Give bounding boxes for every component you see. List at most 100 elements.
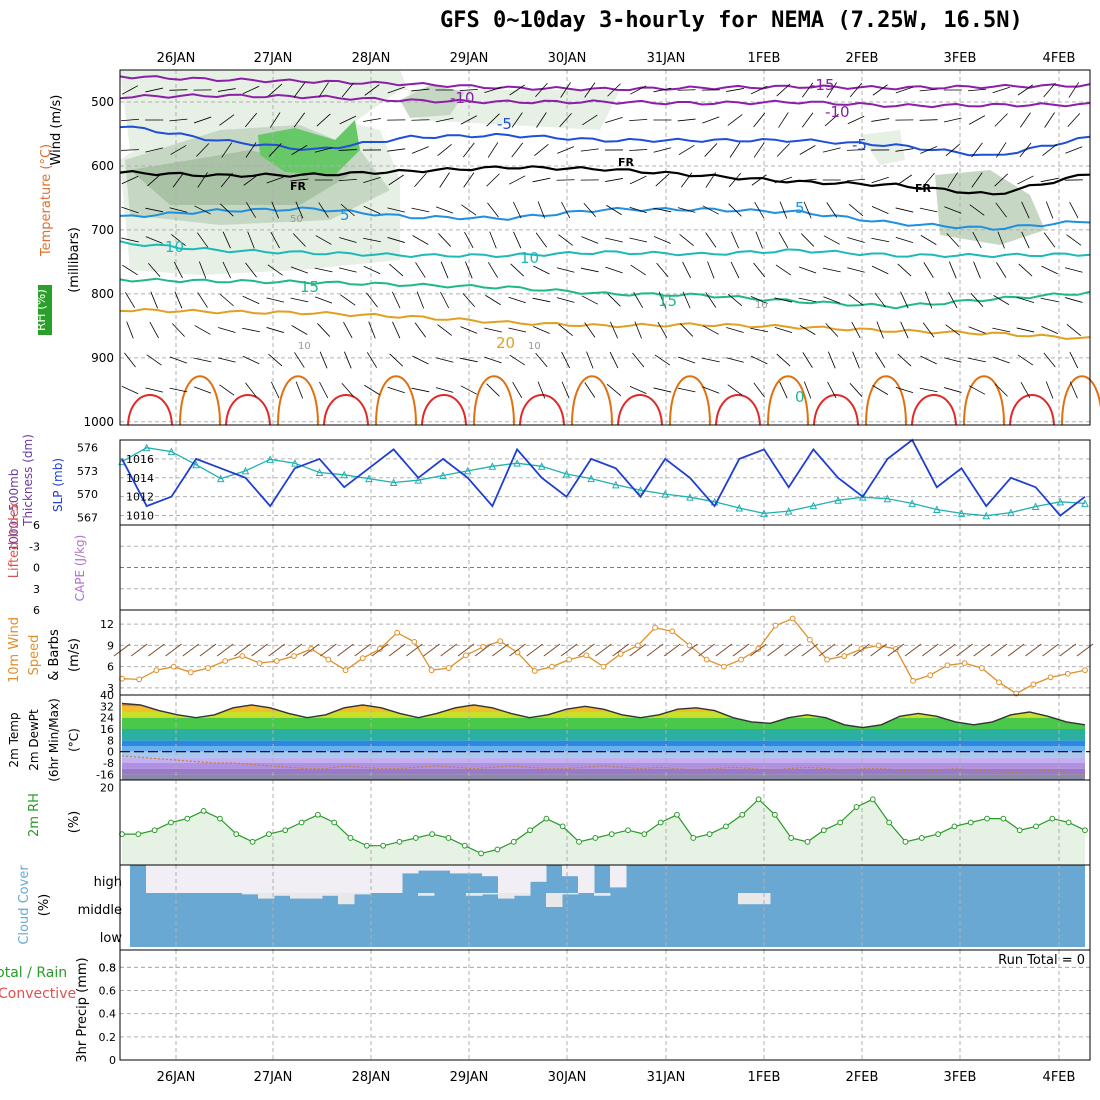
thickness-tick: 567 <box>77 511 98 524</box>
wind10m-barb <box>543 643 561 657</box>
wind10m-marker <box>291 653 297 659</box>
wind-barb <box>679 234 694 246</box>
wind10m-line <box>121 617 1086 695</box>
wind-barb <box>895 148 914 152</box>
wind-barb <box>243 174 259 186</box>
cloud-gap <box>482 865 499 877</box>
wind10m-marker <box>566 656 573 663</box>
wind10m-marker <box>892 646 899 652</box>
wind-barb <box>242 85 260 95</box>
wind-barb <box>677 356 696 364</box>
wind10m-barb <box>423 643 440 657</box>
wind-barb <box>897 263 912 277</box>
cloud-gap <box>466 865 483 874</box>
wind-barb <box>267 264 283 276</box>
wind10m-barb <box>629 643 647 657</box>
rh2m-marker <box>853 804 860 810</box>
wind-barb <box>341 82 354 98</box>
wind10m-barb <box>457 643 475 657</box>
temp-tick: 40 <box>100 689 114 702</box>
contour-label: FR <box>915 182 932 195</box>
wind-barb <box>677 207 696 213</box>
thickness-marker <box>1007 508 1015 517</box>
wind-barb <box>363 177 381 183</box>
wind-barb <box>826 82 838 98</box>
rh-legend-swatch <box>38 285 52 335</box>
rh2m-marker <box>918 835 925 841</box>
wind-barb <box>219 114 235 126</box>
wind-barb <box>364 84 380 96</box>
cloud-gap <box>562 893 579 895</box>
wind-barb <box>1065 146 1083 154</box>
temp-band <box>122 703 1085 707</box>
temp-band <box>122 712 1085 718</box>
wind10m-barb <box>509 643 526 657</box>
wind-barb <box>339 115 357 125</box>
thickness-marker <box>537 462 546 470</box>
wind10m-marker <box>634 642 641 649</box>
panel-label-precip: 3hr Precip (mm) <box>75 957 90 1062</box>
wind-barb <box>484 356 502 364</box>
cloud-gap <box>322 865 339 893</box>
wind10m-marker <box>944 662 951 669</box>
rh2m-marker <box>592 835 599 841</box>
date-label-bottom: 28JAN <box>352 1070 391 1085</box>
wind-barb <box>271 201 279 219</box>
wind10m-marker <box>617 651 624 657</box>
wind-barb <box>824 113 839 127</box>
wind-barb <box>895 207 914 213</box>
contour-label: -15 <box>810 76 835 94</box>
panel-label-temp2m: (°C) <box>67 728 81 752</box>
cloud-gap <box>434 865 451 871</box>
cloud-gap <box>594 893 611 896</box>
wind-barb <box>653 207 672 213</box>
wind-barb <box>847 237 865 243</box>
wind-barb <box>1020 381 1031 399</box>
rh2m-marker <box>184 815 191 822</box>
wind-barb <box>511 142 524 158</box>
wind-barb <box>896 174 913 186</box>
wind-barb <box>750 327 769 333</box>
wind-barb <box>992 86 1010 94</box>
wind-barb <box>197 172 208 188</box>
panel-label-precip: Convective <box>0 986 76 1002</box>
wind10m-marker <box>772 622 779 629</box>
wind-tick: 6 <box>107 661 114 674</box>
wind-barb <box>1067 113 1081 127</box>
wind-barb <box>872 385 889 395</box>
wind10m-barb <box>268 643 286 657</box>
wind-barb <box>682 261 691 279</box>
wind10m-barb <box>199 643 217 657</box>
wind-barb <box>416 291 425 309</box>
panel-label-wind10m: (m/s) <box>67 638 82 672</box>
temp-tick: -8 <box>103 757 114 770</box>
cloud-gap <box>354 893 371 895</box>
rh2m-marker <box>576 838 582 845</box>
wind10m-barb <box>165 643 182 657</box>
rh2m-marker <box>674 811 680 818</box>
wind-barb <box>776 143 790 157</box>
wind-barb <box>605 237 623 243</box>
wind-barb <box>945 143 960 157</box>
wind10m-marker <box>256 660 263 667</box>
temp-tick: 16 <box>100 723 114 736</box>
wind-barb <box>293 82 306 98</box>
precip-tick: 0 <box>109 1054 116 1067</box>
wind-barb <box>605 117 623 123</box>
wind10m-marker <box>359 655 366 662</box>
wind-barb <box>461 204 477 216</box>
temp-contour-loop <box>571 375 613 426</box>
wind-barb <box>460 115 477 125</box>
wind-barb <box>678 144 695 156</box>
wind-barb <box>654 354 671 366</box>
wind-barb <box>1043 352 1056 368</box>
wind-barb <box>486 173 500 187</box>
thickness-marker <box>315 468 324 476</box>
wind-barb <box>702 386 720 394</box>
wind-barb <box>754 202 765 218</box>
wind-barb <box>513 231 522 249</box>
date-label-top: 31JAN <box>647 51 686 66</box>
contour-label: FR <box>618 156 635 169</box>
wind-barb <box>242 327 260 333</box>
